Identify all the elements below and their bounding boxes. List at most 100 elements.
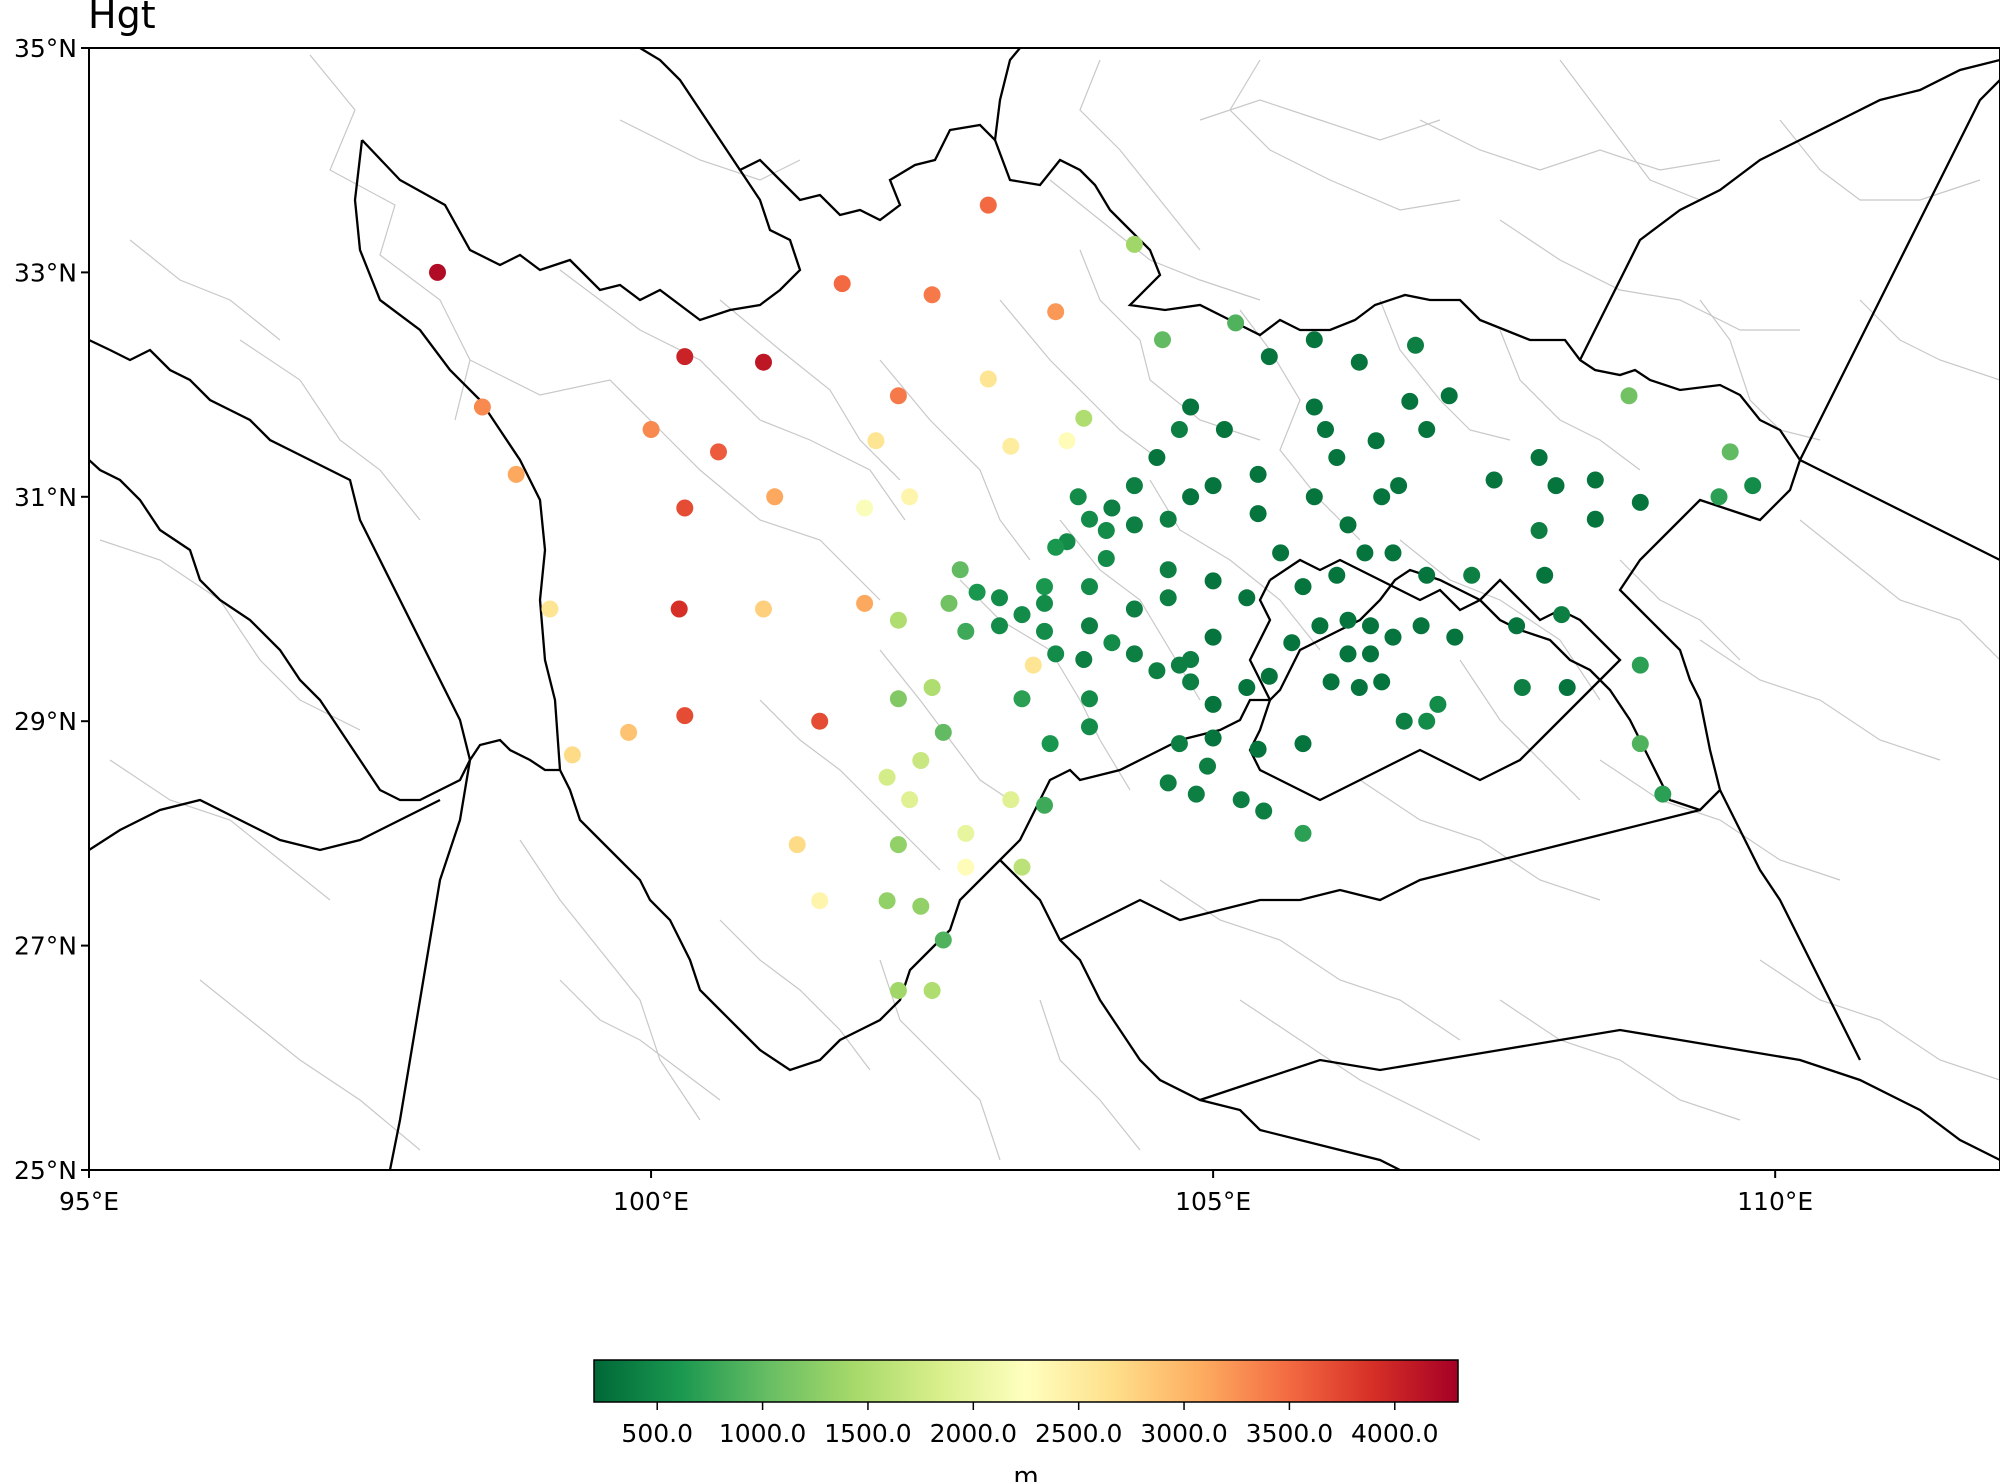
station-point [1401,392,1419,410]
station-point [1328,449,1346,466]
station-point [1097,522,1115,539]
province-boundaries [89,48,2000,1170]
station-point [1036,594,1053,612]
yunnan-west-border [388,759,472,1170]
tibet-border [353,139,562,771]
station-point [957,858,975,876]
station-point [1317,421,1334,438]
station-point [1418,421,1436,438]
station-point [1710,488,1728,506]
station-point [1631,735,1649,753]
station-point [1159,510,1177,528]
station-point [1440,387,1458,405]
station-point [1204,572,1222,590]
station-point [1002,791,1020,809]
station-point [1125,645,1143,663]
station-point [833,275,851,293]
station-point [1373,488,1391,506]
gansu-border [639,48,741,171]
station-point [676,707,694,725]
station-point [1536,566,1554,584]
station-point [811,892,829,910]
station-point [1513,679,1531,696]
station-point [1148,449,1166,466]
station-point [1081,617,1098,635]
station-point [1362,617,1379,635]
station-point [889,982,907,999]
station-point [1125,600,1143,618]
station-point [1047,645,1065,663]
station-point [1170,735,1188,753]
station-point [1036,796,1053,814]
station-point [1103,634,1121,652]
shaanxi-border [993,48,1021,141]
station-point [991,589,1008,607]
station-point [1232,791,1250,809]
latitude-tick-label: 25°N [14,1156,77,1185]
station-point [1530,522,1548,539]
station-point [1305,331,1323,349]
station-point [979,370,997,388]
station-point [1418,712,1436,730]
station-point [1103,499,1121,517]
station-point [1148,662,1166,680]
station-point [620,723,638,741]
station-point [1305,398,1323,416]
station-point [991,617,1008,635]
station-point [1013,690,1031,708]
colorbar-tick-label: 500.0 [621,1419,693,1448]
station-point [1199,757,1216,775]
station-point [1013,858,1031,876]
upper-left-border [89,338,472,761]
station-point [1294,824,1312,842]
colorbar-label: m [1013,1462,1038,1482]
station-point [1530,449,1548,466]
station-point [1384,628,1402,646]
sichuan-chongqing-outline [89,123,1802,1072]
station-point [1249,740,1267,758]
station-point [940,594,958,612]
station-point [1238,589,1256,607]
station-point [1328,566,1346,584]
colorbar-bar [593,1359,1459,1403]
station-point [1187,785,1205,803]
station-point [1631,656,1649,674]
station-point [1047,303,1065,321]
colorbar-tick-label: 1000.0 [719,1419,806,1448]
station-point [642,421,660,438]
station-point [1311,617,1329,635]
hubei-border [1799,458,2000,562]
station-point [979,196,997,214]
station-point [473,398,491,416]
right-border [1798,79,2000,461]
station-points [429,196,1762,999]
station-point [923,679,941,696]
station-point [563,746,581,764]
station-point [755,353,772,371]
station-point [1412,617,1430,635]
station-point [901,791,919,809]
station-point [1204,628,1222,646]
latitude-tick-label: 31°N [14,483,77,512]
longitude-tick-label: 110°E [1737,1187,1813,1216]
station-point [1350,679,1368,696]
station-point [923,982,941,999]
station-point [1631,493,1649,511]
station-point [1272,544,1290,562]
station-point [889,690,907,708]
station-point [1558,679,1576,696]
station-point [923,286,941,304]
station-point [1182,488,1200,506]
colorbar-tick-label: 3000.0 [1140,1419,1227,1448]
station-point [912,897,930,915]
station-point [1294,578,1312,596]
station-point [788,836,806,854]
station-point [1356,544,1374,562]
station-point [710,443,727,461]
station-point [1238,679,1256,696]
station-point [1182,398,1200,416]
station-point [867,432,885,450]
longitude-tick-label: 105°E [1175,1187,1251,1216]
station-point [429,263,446,281]
